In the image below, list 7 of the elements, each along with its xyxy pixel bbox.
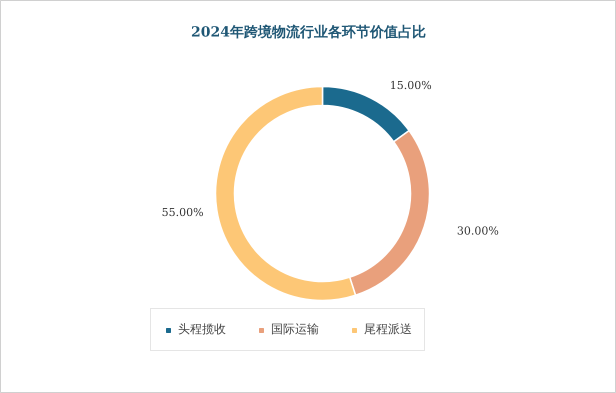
legend-label: 尾程派送 [364,321,412,338]
data-label: 15.00% [390,79,432,92]
data-label: 55.00% [162,206,204,219]
legend-label: 国际运输 [271,321,319,338]
data-label: 30.00% [456,224,499,238]
legend-label: 头程揽收 [178,321,226,338]
chart-title: 2024年跨境物流行业各环节价值占比 [191,24,426,40]
